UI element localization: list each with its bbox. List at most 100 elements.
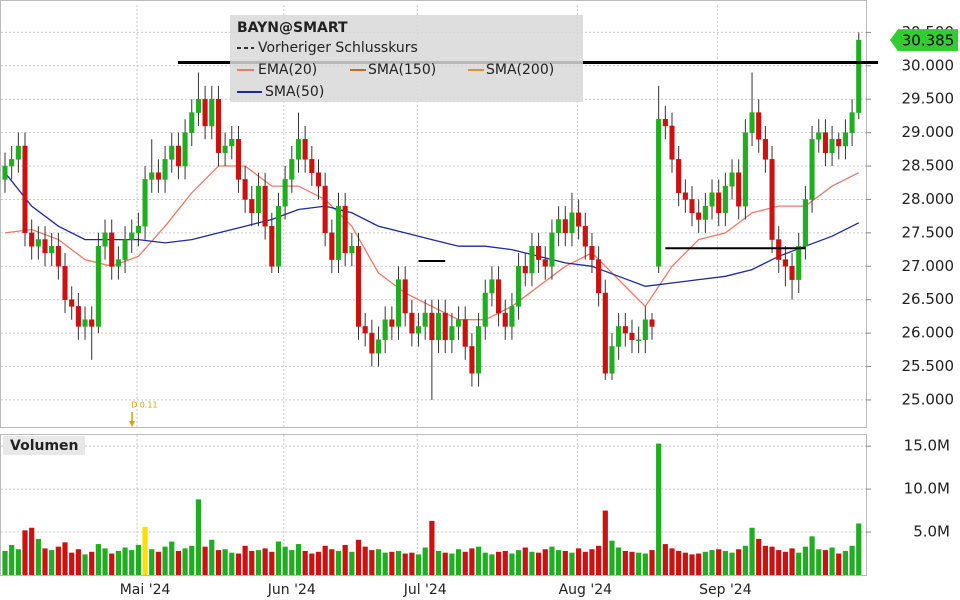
volume-bar [756,538,762,575]
candle-body [369,332,375,354]
volume-bar [369,550,375,575]
volume-bar [569,552,575,575]
volume-bar [482,552,488,575]
candle-body [589,245,595,260]
volume-bar [115,550,121,575]
volume-bar [362,546,368,575]
volume-bar [422,547,428,575]
candle-body [35,239,41,247]
candle-body [809,139,815,200]
volume-bar [49,550,55,575]
candle-body [422,312,428,327]
volume-bar [455,549,462,575]
volume-bar [402,553,408,575]
volume-bar [649,550,655,575]
candle-body [195,98,201,113]
volume-bar [536,552,542,575]
volume-bar [189,545,195,575]
candle-body [456,319,462,327]
volume-bar [435,550,442,575]
legend-entry: SMA(50) [265,84,324,100]
indicator-line [4,172,860,287]
volume-bar [9,544,15,575]
volume-bar [669,548,675,575]
y-tick-label: 26.500 [902,290,955,308]
candle-body [736,172,742,207]
candle-body [309,159,315,173]
volume-bar [55,546,61,575]
candle-body [676,159,682,194]
candle-body [769,159,775,240]
y-tick-label: 29.000 [902,123,955,141]
volume-bar [255,550,262,575]
candle-body [209,98,215,127]
price-panel [0,0,867,428]
candle-body [476,326,482,374]
volume-bar [69,552,75,575]
candle-body [689,199,695,214]
candle-body [629,332,635,341]
candle-body [95,245,101,327]
candle-body [89,319,95,327]
volume-bar [102,548,108,575]
y-tick-label: 30.000 [902,56,955,74]
volume-bar [302,550,308,575]
candle-body [502,312,508,327]
candle-body [202,98,208,127]
volume-bar [262,548,268,575]
candle-body [15,145,21,160]
volume-bar [856,523,862,575]
volume-panel [0,434,867,576]
candle-body [729,172,735,187]
volume-bar [415,554,422,575]
candle-body [576,212,582,227]
volume-bar [562,550,568,575]
candle-body [429,312,435,341]
candle-body [782,259,788,267]
candle-body [242,179,248,200]
candle-body [342,205,348,254]
volume-bar [209,539,215,575]
volume-bar [515,550,522,575]
y-tick-label: 28.500 [902,157,955,175]
candle-body [636,339,642,342]
volume-bar [749,527,755,575]
legend: BAYN@SMART Vorheriger Schlusskurs EMA(20… [230,15,583,102]
volume-bar [242,545,248,575]
candle-body [616,326,622,347]
volume-bar [75,549,81,575]
candle-body [302,139,308,160]
candle-body [662,119,668,127]
x-tick-label: Sep '24 [699,582,752,598]
volume-bar [15,549,21,575]
candle-body [375,339,382,354]
legend-entry: EMA(20) [258,62,317,78]
candle-body [262,185,268,227]
volume-bar [135,544,141,575]
volume-bar [622,550,628,575]
candle-body [596,259,602,294]
candle-body [395,279,402,327]
candle-body [129,232,135,240]
last-price-tag [890,29,958,52]
volume-bar [469,548,475,575]
volume-bar [249,550,255,575]
candle-body [842,132,848,147]
volume-bar [215,550,222,575]
volume-bar [589,549,595,575]
volume-bar [682,552,688,575]
volume-tick-label: 15.0M [904,437,950,455]
candle-body [622,326,628,334]
candle-body [382,319,388,341]
volume-bar [429,520,435,575]
candle-body [702,205,708,220]
candle-body [282,179,288,207]
candle-body [682,192,688,200]
volume-bar [349,551,355,575]
x-tick-label: Jul '24 [403,582,447,598]
candle-body [235,139,241,180]
volume-bar [222,549,228,575]
volume-bar [275,541,282,575]
candle-body [816,132,822,140]
candle-body [175,145,181,167]
